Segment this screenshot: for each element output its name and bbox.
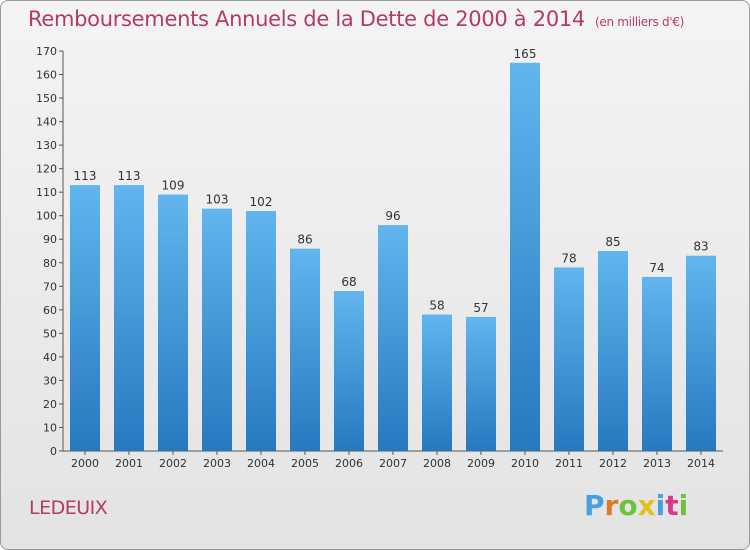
bar-value-label: 57 [473,301,488,315]
bar-value-label: 103 [206,193,229,207]
logo-letter: r [604,489,619,522]
y-tick-label: 100 [36,210,57,223]
bar [334,291,364,451]
chart-axes: 0 10 20 30 40 50 60 70 80 90 100 110 120 130 140 150 160… [36,45,723,470]
chart-title-text: Remboursements Annuels de la Dette de 20… [28,7,585,31]
x-tick-label: 2003 [203,457,231,470]
y-tick-label: 10 [43,421,57,434]
bar [554,267,584,451]
x-tick-label: 2009 [467,457,495,470]
bar [422,314,452,451]
bar-value-label: 78 [561,251,576,265]
y-tick-label: 130 [36,139,57,152]
x-tick-label: 2013 [643,457,671,470]
y-tick-label: 120 [36,163,57,176]
y-tick-label: 140 [36,116,57,129]
y-tick-label: 0 [50,445,57,458]
logo-letter: P [584,489,605,522]
bar [510,62,540,451]
bar-value-label: 113 [74,169,97,183]
y-tick-label: 80 [43,257,57,270]
bar-value-label: 109 [162,179,185,193]
y-tick-label: 160 [36,69,57,82]
logo-letter: i [678,489,689,522]
x-tick-label: 2010 [511,457,539,470]
chart-unit: (en milliers d'€) [595,15,685,29]
bar-value-label: 165 [514,47,537,61]
chart-bars [70,62,716,451]
bar-value-label: 102 [250,195,273,209]
y-tick-label: 50 [43,327,57,340]
x-tick-label: 2007 [379,457,407,470]
bar [70,185,100,451]
logo-letter: i [655,489,666,522]
x-tick-label: 2008 [423,457,451,470]
chart-title: Remboursements Annuels de la Dette de 20… [28,7,684,31]
x-tick-label: 2006 [335,457,363,470]
y-tick-label: 170 [36,45,57,58]
y-tick-label: 70 [43,280,57,293]
bar [114,185,144,451]
chart-bar-labels: 113 113 109 103 102 86 68 96 58 57 165 78 85 74 83 [74,47,709,315]
y-tick-label: 150 [36,92,57,105]
bar [686,255,716,451]
logo-letter: t [665,489,679,522]
x-tick-label: 2002 [159,457,187,470]
x-tick-label: 2004 [247,457,275,470]
bar-value-label: 68 [341,275,356,289]
commune-name: LEDEUIX [29,497,108,519]
bar [378,225,408,451]
bar-value-label: 83 [693,240,708,254]
bar [290,248,320,451]
x-tick-label: 2005 [291,457,319,470]
logo-letter: o [618,489,638,522]
bar-value-label: 85 [605,235,620,249]
x-tick-label: 2001 [115,457,143,470]
bar-value-label: 96 [385,209,400,223]
bar-value-label: 58 [429,299,444,313]
bar-value-label: 74 [649,261,664,275]
y-tick-label: 40 [43,351,57,364]
y-tick-label: 30 [43,374,57,387]
x-tick-label: 2000 [71,457,99,470]
x-tick-label: 2011 [555,457,583,470]
x-tick-label: 2014 [687,457,715,470]
bar [466,316,496,451]
y-tick-label: 60 [43,304,57,317]
proxiti-logo[interactable]: Proxiti [584,489,688,522]
bar [642,276,672,451]
bar-value-label: 113 [118,169,141,183]
bar-value-label: 86 [297,233,312,247]
y-tick-label: 110 [36,186,57,199]
logo-letter: x [637,489,656,522]
bar [158,194,188,451]
bar [598,251,628,451]
bar [246,211,276,451]
y-tick-label: 90 [43,233,57,246]
bar [202,208,232,451]
x-tick-label: 2012 [599,457,627,470]
y-tick-label: 20 [43,398,57,411]
